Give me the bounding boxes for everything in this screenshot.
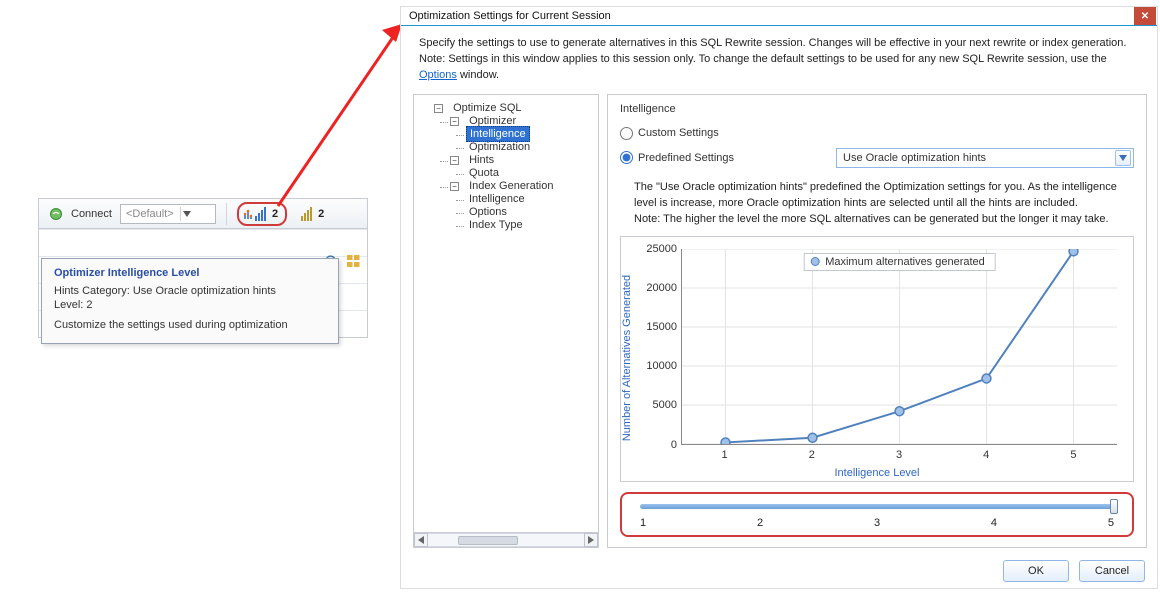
tree-node-intelligence[interactable]: Intelligence bbox=[466, 128, 594, 140]
tree-node-optimize-sql[interactable]: − Optimize SQL − Optimizer Intelligence bbox=[434, 102, 594, 231]
settings-pane: Intelligence Custom Settings Predefined … bbox=[607, 94, 1147, 548]
tree-label: Optimization bbox=[466, 140, 533, 154]
dialog-intro: Specify the settings to use to generate … bbox=[401, 26, 1157, 90]
bars-icon bbox=[301, 207, 315, 221]
chevron-down-icon bbox=[180, 207, 194, 221]
radio-predefined-settings[interactable]: Predefined Settings bbox=[620, 151, 734, 164]
ok-button[interactable]: OK bbox=[1003, 560, 1069, 582]
predefined-select[interactable]: Use Oracle optimization hints bbox=[836, 148, 1134, 168]
y-axis-title: Number of Alternatives Generated bbox=[621, 274, 633, 440]
horizontal-scrollbar[interactable] bbox=[414, 532, 598, 547]
tree-node-index-generation[interactable]: − Index Generation Intelligence Options … bbox=[450, 180, 594, 231]
radio-label: Predefined Settings bbox=[638, 152, 734, 164]
tooltip-line: Level: 2 bbox=[54, 299, 326, 311]
tooltip-line: Hints Category: Use Oracle optimization … bbox=[54, 285, 326, 297]
cancel-button[interactable]: Cancel bbox=[1079, 560, 1145, 582]
radio-label: Custom Settings bbox=[638, 127, 719, 139]
tree-node-optimizer[interactable]: − Optimizer Intelligence Optimization bbox=[450, 115, 594, 153]
intro-line: Note: Settings in this window applies to… bbox=[419, 52, 1139, 84]
tree-node-ig-options[interactable]: Options bbox=[466, 206, 594, 218]
tree-label: Quota bbox=[466, 166, 502, 180]
scroll-thumb[interactable] bbox=[458, 536, 518, 545]
tooltip-title: Optimizer Intelligence Level bbox=[54, 267, 326, 279]
connection-dropdown[interactable]: <Default> bbox=[120, 204, 216, 224]
dialog-titlebar: Optimization Settings for Current Sessio… bbox=[401, 7, 1157, 26]
slider-labels: 12345 bbox=[640, 517, 1114, 529]
grid-icon[interactable] bbox=[346, 254, 361, 268]
intro-line: Specify the settings to use to generate … bbox=[419, 36, 1139, 52]
dialog-footer: OK Cancel bbox=[401, 554, 1157, 592]
tree-pane: − Optimize SQL − Optimizer Intelligence bbox=[413, 94, 599, 548]
collapse-icon[interactable]: − bbox=[434, 104, 443, 113]
tooltip-line: Customize the settings used during optim… bbox=[54, 319, 326, 331]
dropdown-value: <Default> bbox=[126, 208, 174, 220]
description: The "Use Oracle optimization hints" pred… bbox=[634, 180, 1130, 228]
settings-header: Intelligence bbox=[620, 103, 1134, 115]
chevron-down-icon bbox=[1115, 150, 1131, 166]
legend-label: Maximum alternatives generated bbox=[825, 256, 985, 268]
secondary-level-value: 2 bbox=[318, 208, 324, 220]
close-button[interactable]: ✕ bbox=[1134, 7, 1156, 25]
tuning-icon bbox=[244, 208, 252, 220]
separator bbox=[226, 203, 227, 225]
y-ticks: 0500010000150002000025000 bbox=[649, 249, 679, 445]
radio-custom-settings[interactable]: Custom Settings bbox=[620, 127, 719, 140]
scroll-left-icon[interactable] bbox=[414, 533, 428, 547]
collapse-icon[interactable]: − bbox=[450, 117, 459, 126]
slider-track[interactable] bbox=[640, 504, 1114, 509]
tree-label: Index Type bbox=[466, 218, 526, 232]
scroll-right-icon[interactable] bbox=[584, 533, 598, 547]
tooltip: Optimizer Intelligence Level Hints Categ… bbox=[41, 258, 339, 344]
slider-thumb[interactable] bbox=[1110, 499, 1118, 514]
plot-area: Maximum alternatives generated bbox=[681, 249, 1117, 445]
description-line: The "Use Oracle optimization hints" pred… bbox=[634, 180, 1130, 212]
collapse-icon[interactable]: − bbox=[450, 182, 459, 191]
tree-label: Options bbox=[466, 205, 510, 219]
tree-node-ig-intelligence[interactable]: Intelligence bbox=[466, 193, 594, 205]
tree-node-ig-indextype[interactable]: Index Type bbox=[466, 219, 594, 231]
secondary-level-button[interactable]: 2 bbox=[295, 204, 330, 224]
intelligence-slider[interactable]: 12345 bbox=[620, 492, 1134, 537]
scroll-track[interactable] bbox=[428, 533, 584, 547]
marker-icon bbox=[810, 257, 819, 266]
connect-label[interactable]: Connect bbox=[71, 208, 112, 220]
chart-container: Number of Alternatives Generated 0500010… bbox=[620, 236, 1134, 482]
options-link[interactable]: Options bbox=[419, 69, 457, 81]
optimization-settings-dialog: Optimization Settings for Current Sessio… bbox=[400, 6, 1158, 589]
x-ticks: 12345 bbox=[681, 449, 1117, 465]
tree-node-quota[interactable]: Quota bbox=[466, 167, 594, 179]
intro-text: Note: Settings in this window applies to… bbox=[419, 53, 1107, 65]
intelligence-level-button[interactable]: 2 bbox=[237, 202, 287, 226]
tree-node-hints[interactable]: − Hints Quota bbox=[450, 154, 594, 179]
collapse-icon[interactable]: − bbox=[450, 156, 459, 165]
tree-node-optimization[interactable]: Optimization bbox=[466, 141, 594, 153]
intelligence-level-value: 2 bbox=[272, 208, 278, 220]
tree-label: Hints bbox=[466, 153, 497, 167]
connect-icon bbox=[49, 207, 63, 221]
intelligence-chart: Number of Alternatives Generated 0500010… bbox=[629, 243, 1125, 473]
tree-label: Optimize SQL bbox=[450, 101, 524, 115]
x-axis-title: Intelligence Level bbox=[834, 467, 919, 479]
intro-text: window. bbox=[457, 69, 499, 81]
tree-label: Index Generation bbox=[466, 179, 556, 193]
bars-icon bbox=[255, 207, 269, 221]
tree[interactable]: − Optimize SQL − Optimizer Intelligence bbox=[414, 95, 598, 532]
tree-label: Intelligence bbox=[466, 192, 528, 206]
select-value: Use Oracle optimization hints bbox=[843, 152, 986, 164]
legend: Maximum alternatives generated bbox=[803, 253, 996, 271]
host-toolbar: Connect <Default> 2 2 bbox=[39, 199, 367, 229]
dialog-title: Optimization Settings for Current Sessio… bbox=[409, 10, 611, 22]
description-line: Note: The higher the level the more SQL … bbox=[634, 212, 1130, 228]
